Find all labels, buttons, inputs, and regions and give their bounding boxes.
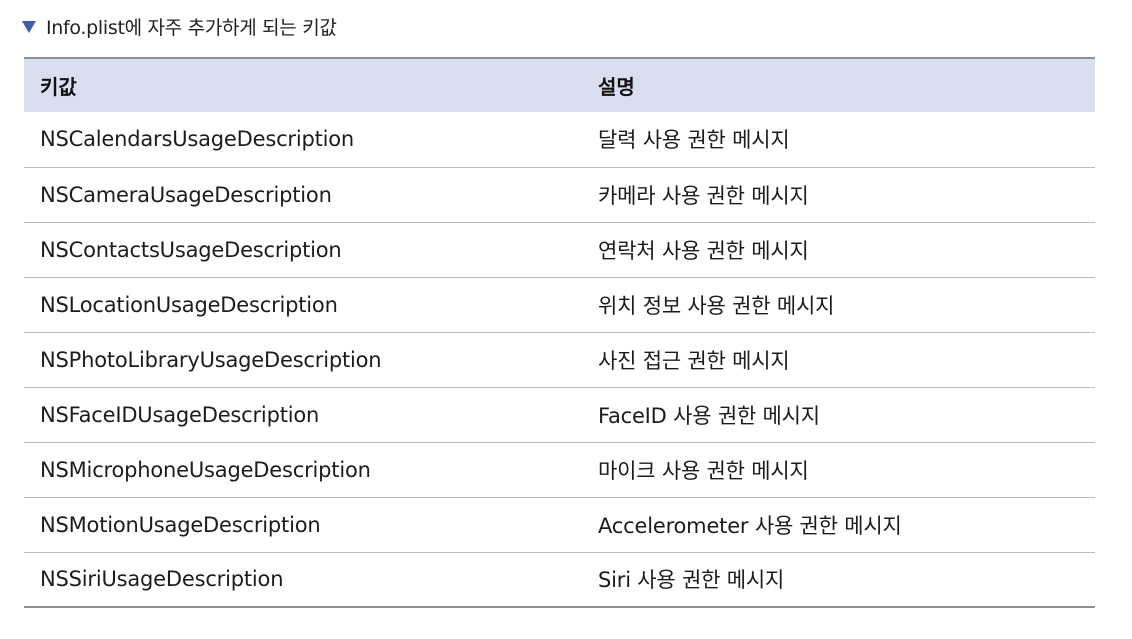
table-body: NSCalendarsUsageDescription 달력 사용 권한 메시지… — [24, 112, 1095, 608]
caption-text: Info.plist에 자주 추가하게 되는 키값 — [46, 16, 337, 39]
cell-key: NSContactsUsageDescription — [24, 222, 582, 278]
table-row: NSPhotoLibraryUsageDescription 사진 접근 권한 … — [24, 332, 1095, 388]
cell-description: 위치 정보 사용 권한 메시지 — [582, 277, 1095, 333]
cell-description: 사진 접근 권한 메시지 — [582, 332, 1095, 388]
plist-keys-table: 키값 설명 NSCalendarsUsageDescription 달력 사용 … — [24, 57, 1095, 608]
header-description: 설명 — [582, 57, 1095, 112]
table-row: NSContactsUsageDescription 연락처 사용 권한 메시지 — [24, 222, 1095, 278]
cell-key: NSCameraUsageDescription — [24, 167, 582, 223]
cell-description: 연락처 사용 권한 메시지 — [582, 222, 1095, 278]
cell-description: 달력 사용 권한 메시지 — [582, 112, 1095, 168]
table-header: 키값 설명 — [24, 57, 1095, 112]
table-row: NSCalendarsUsageDescription 달력 사용 권한 메시지 — [24, 112, 1095, 168]
table-header-row: 키값 설명 — [24, 57, 1095, 112]
header-key: 키값 — [24, 57, 582, 112]
table-row: NSMicrophoneUsageDescription 마이크 사용 권한 메… — [24, 442, 1095, 498]
cell-key: NSPhotoLibraryUsageDescription — [24, 332, 582, 388]
cell-description: Accelerometer 사용 권한 메시지 — [582, 497, 1095, 553]
cell-key: NSMicrophoneUsageDescription — [24, 442, 582, 498]
table-row: NSSiriUsageDescription Siri 사용 권한 메시지 — [24, 552, 1095, 608]
table-row: NSMotionUsageDescription Accelerometer 사… — [24, 497, 1095, 553]
table-row: NSFaceIDUsageDescription FaceID 사용 권한 메시… — [24, 387, 1095, 443]
cell-key: NSFaceIDUsageDescription — [24, 387, 582, 443]
cell-key: NSCalendarsUsageDescription — [24, 112, 582, 168]
table-caption: Info.plist에 자주 추가하게 되는 키값 — [22, 12, 337, 40]
table-row: NSLocationUsageDescription 위치 정보 사용 권한 메… — [24, 277, 1095, 333]
table-row: NSCameraUsageDescription 카메라 사용 권한 메시지 — [24, 167, 1095, 223]
triangle-down-icon — [22, 21, 36, 33]
cell-description: FaceID 사용 권한 메시지 — [582, 387, 1095, 443]
cell-description: 카메라 사용 권한 메시지 — [582, 167, 1095, 223]
cell-key: NSLocationUsageDescription — [24, 277, 582, 333]
cell-description: 마이크 사용 권한 메시지 — [582, 442, 1095, 498]
cell-key: NSSiriUsageDescription — [24, 552, 582, 608]
cell-description: Siri 사용 권한 메시지 — [582, 552, 1095, 608]
cell-key: NSMotionUsageDescription — [24, 497, 582, 553]
